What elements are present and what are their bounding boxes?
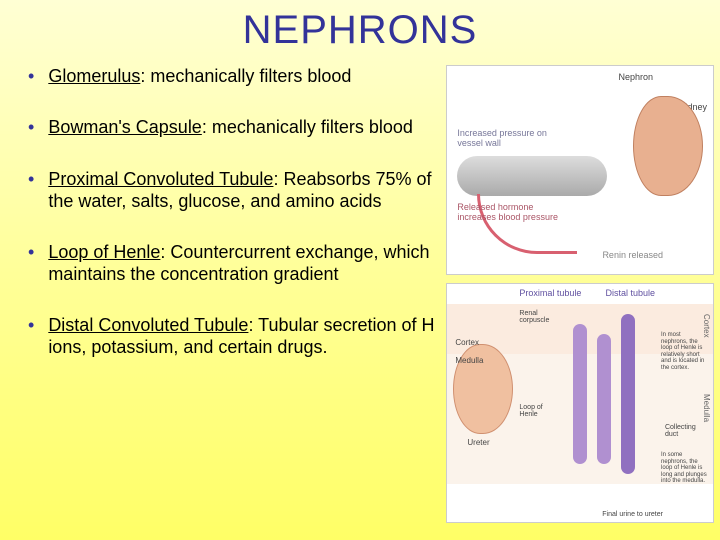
side-label-medulla: Medulla <box>702 394 711 422</box>
desc: : mechanically filters blood <box>202 117 413 137</box>
term: Bowman's Capsule <box>48 117 202 137</box>
term: Distal Convoluted Tubule <box>48 315 248 335</box>
note-long-loop: In some nephrons, the loop of Henle is l… <box>661 452 709 485</box>
list-item: • Distal Convoluted Tubule: Tubular secr… <box>28 314 436 359</box>
list-item: • Loop of Henle: Countercurrent exchange… <box>28 241 436 286</box>
label-proximal: Proximal tubule <box>519 288 581 298</box>
bullet-text: Distal Convoluted Tubule: Tubular secret… <box>48 314 436 359</box>
list-item: • Proximal Convoluted Tubule: Reabsorbs … <box>28 168 436 213</box>
label-cortex: Cortex <box>455 338 479 347</box>
bullet-icon: • <box>28 168 34 191</box>
page-title: NEPHRONS <box>0 0 720 65</box>
bullet-text: Glomerulus: mechanically filters blood <box>48 65 436 88</box>
label-loop: Loop of Henle <box>519 404 549 418</box>
kidney-vessel-diagram: Nephron Kidney Increased pressure on ves… <box>446 65 714 275</box>
vessel-shape-icon <box>457 156 607 196</box>
diagram-column: Nephron Kidney Increased pressure on ves… <box>446 65 720 523</box>
label-collecting: Collecting duct <box>665 424 705 438</box>
bullet-icon: • <box>28 116 34 139</box>
side-label-cortex: Cortex <box>702 314 711 338</box>
collecting-duct-shape <box>621 314 635 474</box>
label-renal-corpuscle: Renal corpuscle <box>519 310 559 324</box>
nephron-tubule-icon <box>573 314 653 474</box>
label-final-urine: Final urine to ureter <box>602 511 663 518</box>
label-hormone: Released hormone increases blood pressur… <box>457 202 567 222</box>
list-item: • Bowman's Capsule: mechanically filters… <box>28 116 436 139</box>
note-short-loop: In most nephrons, the loop of Henle is r… <box>661 332 709 372</box>
bullet-text: Loop of Henle: Countercurrent exchange, … <box>48 241 436 286</box>
label-medulla: Medulla <box>455 356 483 365</box>
bullet-list: • Glomerulus: mechanically filters blood… <box>0 65 446 523</box>
content-area: • Glomerulus: mechanically filters blood… <box>0 65 720 523</box>
bullet-icon: • <box>28 65 34 88</box>
tubule-shape <box>573 324 587 464</box>
kidney-shape-icon <box>633 96 703 196</box>
label-nephron: Nephron <box>618 72 653 82</box>
bullet-text: Bowman's Capsule: mechanically filters b… <box>48 116 436 139</box>
nephron-structure-diagram: Proximal tubule Distal tubule Cortex Med… <box>446 283 714 523</box>
label-pressure: Increased pressure on vessel wall <box>457 128 547 148</box>
desc: : mechanically filters blood <box>140 66 351 86</box>
list-item: • Glomerulus: mechanically filters blood <box>28 65 436 88</box>
term: Glomerulus <box>48 66 140 86</box>
term: Loop of Henle <box>48 242 160 262</box>
label-distal: Distal tubule <box>605 288 655 298</box>
term: Proximal Convoluted Tubule <box>48 169 273 189</box>
bullet-icon: • <box>28 241 34 264</box>
bullet-icon: • <box>28 314 34 337</box>
tubule-shape <box>597 334 611 464</box>
label-renin: Renin released <box>602 250 663 260</box>
label-ureter: Ureter <box>467 438 489 447</box>
bullet-text: Proximal Convoluted Tubule: Reabsorbs 75… <box>48 168 436 213</box>
